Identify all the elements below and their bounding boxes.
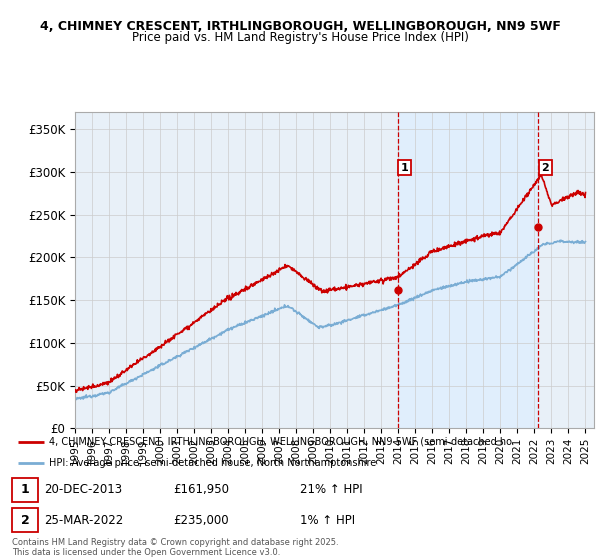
Text: 25-MAR-2022: 25-MAR-2022 [44, 514, 123, 527]
FancyBboxPatch shape [12, 508, 38, 533]
FancyBboxPatch shape [12, 478, 38, 502]
Text: Contains HM Land Registry data © Crown copyright and database right 2025.
This d: Contains HM Land Registry data © Crown c… [12, 538, 338, 557]
Text: 20-DEC-2013: 20-DEC-2013 [44, 483, 122, 496]
Text: £161,950: £161,950 [173, 483, 229, 496]
Text: 1: 1 [401, 162, 409, 172]
Text: 21% ↑ HPI: 21% ↑ HPI [300, 483, 362, 496]
Text: 2: 2 [541, 162, 549, 172]
Text: 1% ↑ HPI: 1% ↑ HPI [300, 514, 355, 527]
Text: Price paid vs. HM Land Registry's House Price Index (HPI): Price paid vs. HM Land Registry's House … [131, 31, 469, 44]
Bar [398, 112, 538, 428]
Text: 2: 2 [20, 514, 29, 527]
Text: 4, CHIMNEY CRESCENT, IRTHLINGBOROUGH, WELLINGBOROUGH, NN9 5WF (semi-detached ho: 4, CHIMNEY CRESCENT, IRTHLINGBOROUGH, WE… [49, 437, 512, 447]
Text: 4, CHIMNEY CRESCENT, IRTHLINGBOROUGH, WELLINGBOROUGH, NN9 5WF: 4, CHIMNEY CRESCENT, IRTHLINGBOROUGH, WE… [40, 20, 560, 32]
Text: £235,000: £235,000 [173, 514, 229, 527]
Text: HPI: Average price, semi-detached house, North Northamptonshire: HPI: Average price, semi-detached house,… [49, 458, 377, 468]
Text: 1: 1 [20, 483, 29, 496]
